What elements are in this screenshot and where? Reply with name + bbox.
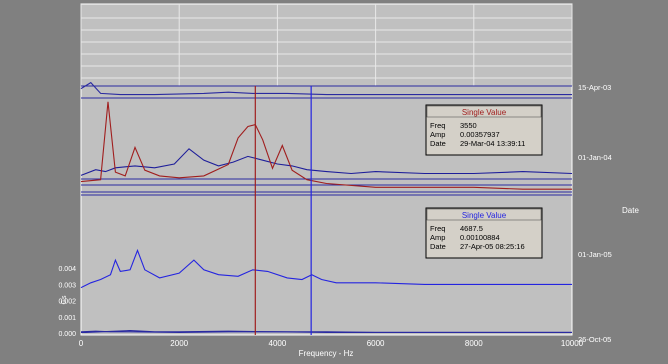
y-tick-label: 0.004	[58, 266, 76, 273]
series-line-27-Apr-05	[80, 248, 572, 289]
cursor-box-header	[426, 105, 542, 118]
x-tick-label: 6000	[367, 339, 385, 348]
y-tick-label: 0.003	[58, 282, 76, 289]
y-axis-title: Gs	[61, 295, 68, 304]
x-tick-label: 4000	[269, 339, 287, 348]
x-tick-label: 2000	[170, 339, 188, 348]
cursor-field-label: Amp	[430, 233, 445, 242]
series-line-29-Mar-04	[80, 101, 572, 190]
axis-layer: 15-Apr-03 01-Jan-04 01-Jan-05 26-Oct-05 0 200…	[58, 83, 611, 348]
grid-layer	[80, 4, 573, 196]
cursor-field-value: 0.00100884	[460, 233, 500, 242]
cursor-value-box: Single Value Freq 4687.5 Amp 0.00100884 Date 2…	[425, 207, 543, 259]
cursor-box-header	[426, 208, 542, 221]
plot-area	[80, 3, 573, 336]
cursor-field-label: Freq	[430, 224, 445, 233]
date-label: 26-Oct-05	[578, 335, 611, 344]
y-tick-label: 0.000	[58, 331, 76, 338]
cursor-field-label: Date	[430, 139, 446, 148]
cursor-field-label: Date	[430, 242, 446, 251]
date-label: 01-Jan-04	[578, 153, 612, 162]
cursor-box-title: Single Value	[462, 211, 507, 220]
cursor-layer: Single Value Freq 3550 Amp 0.00357937 Date 29-…	[254, 86, 543, 335]
cursor-value-box: Single Value Freq 3550 Amp 0.00357937 Date 29-…	[425, 104, 543, 156]
series-line-15-Apr-03	[80, 81, 572, 96]
date-label: 15-Apr-03	[578, 83, 611, 92]
x-tick-label: 0	[79, 339, 84, 348]
cursor-box-title: Single Value	[462, 108, 507, 117]
date-axis-title: Date	[622, 206, 639, 215]
cursor-field-label: Amp	[430, 130, 445, 139]
cursor-field-label: Freq	[430, 121, 445, 130]
date-label: 01-Jan-05	[578, 250, 612, 259]
cursor-field-value: 27-Apr-05 08:25:16	[460, 242, 525, 251]
y-tick-label: 0.001	[58, 315, 76, 322]
x-axis-title: Frequency - Hz	[299, 349, 354, 358]
x-tick-label: 8000	[465, 339, 483, 348]
cursor-field-value: 4687.5	[460, 224, 483, 233]
y-tick-label: 0.002	[58, 299, 76, 306]
cursor-field-value: 29-Mar-04 13:39:11	[460, 139, 525, 148]
series-line-26-Oct-05	[80, 330, 572, 333]
cursor-field-value: 3550	[460, 121, 477, 130]
series-layer	[80, 81, 573, 333]
cursor-field-value: 0.00357937	[460, 130, 500, 139]
x-tick-label: 10000	[561, 339, 584, 348]
